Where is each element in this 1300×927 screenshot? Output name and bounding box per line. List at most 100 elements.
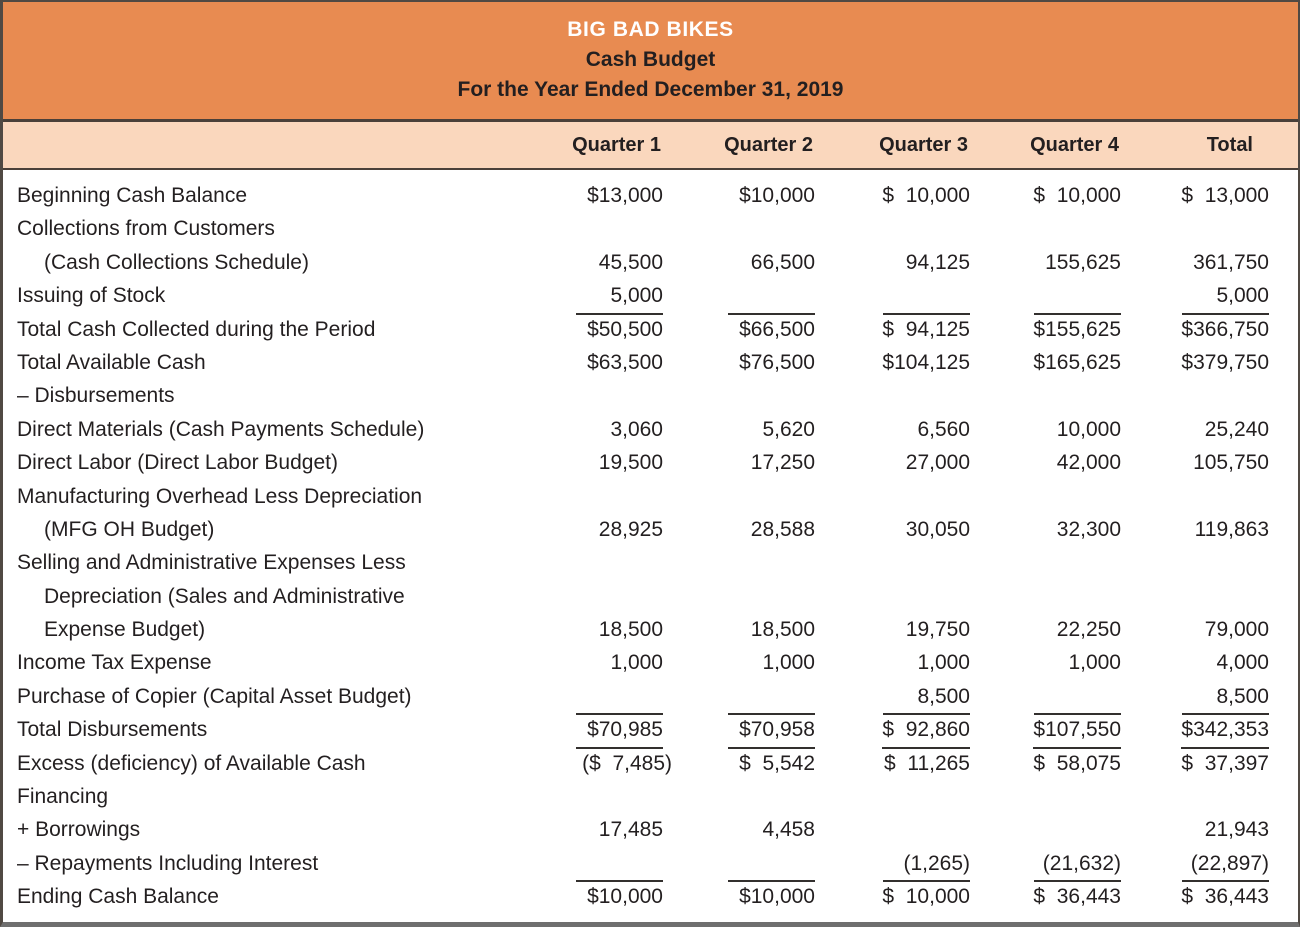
cell-quarter-4 <box>970 780 1121 813</box>
amount-quarter-3: $ 11,265 <box>883 751 970 775</box>
cell-quarter-1 <box>513 680 663 716</box>
amount-quarter-3: 8,500 <box>883 680 970 716</box>
cell-quarter-2: 1,000 <box>663 646 815 679</box>
cell-quarter-1: 3,060 <box>513 413 663 446</box>
amount-quarter-1: $70,985 <box>576 713 663 749</box>
amount-quarter-3 <box>883 379 970 412</box>
row-label: Expense Budget) <box>44 618 206 642</box>
cell-quarter-1: $50,500 <box>513 313 663 346</box>
cell-total: 105,750 <box>1121 446 1269 479</box>
amount-quarter-1: 3,060 <box>610 417 663 441</box>
cell-quarter-3: 27,000 <box>815 446 970 479</box>
cell-total <box>1121 212 1269 245</box>
amount-quarter-4 <box>1034 212 1121 245</box>
row-label: Total Disbursements <box>17 718 208 742</box>
row-label: Income Tax Expense <box>17 651 212 675</box>
table-row: Direct Labor (Direct Labor Budget) 19,50… <box>3 446 1298 479</box>
amount-total: 361,750 <box>1193 250 1269 274</box>
cell-quarter-1: 5,000 <box>513 279 663 315</box>
amount-quarter-3: (1,265) <box>883 847 970 883</box>
table-body: Beginning Cash Balance $13,000 $10,000 $… <box>3 170 1298 922</box>
amount-quarter-3 <box>883 580 970 613</box>
table-row: Beginning Cash Balance $13,000 $10,000 $… <box>3 179 1298 212</box>
report-title: Cash Budget <box>585 48 716 71</box>
amount-total <box>1182 212 1269 245</box>
cell-quarter-3 <box>815 580 970 613</box>
column-header-quarter-2: Quarter 2 <box>724 134 813 156</box>
cell-quarter-4 <box>970 546 1121 579</box>
table-row: Selling and Administrative Expenses Less <box>3 546 1298 579</box>
table-row: Manufacturing Overhead Less Depreciation <box>3 480 1298 513</box>
column-header-row: Quarter 1 Quarter 2 Quarter 3 Quarter 4 … <box>3 122 1298 170</box>
amount-quarter-2: $76,500 <box>739 350 815 374</box>
cell-quarter-4: 32,300 <box>970 513 1121 546</box>
table-row: Expense Budget) 18,500 18,500 19,750 22,… <box>3 613 1298 646</box>
cell-quarter-1: 18,500 <box>513 613 663 646</box>
amount-quarter-4 <box>1034 580 1121 613</box>
table-row: Issuing of Stock 5,000 5,000 <box>3 279 1298 315</box>
cell-quarter-4 <box>970 379 1121 412</box>
table-row: Depreciation (Sales and Administrative <box>3 580 1298 613</box>
amount-quarter-2: $70,958 <box>728 713 815 749</box>
cell-quarter-3: 94,125 <box>815 246 970 279</box>
amount-quarter-2: $ 5,542 <box>739 751 815 775</box>
amount-total: $379,750 <box>1181 350 1269 374</box>
cell-total <box>1121 480 1269 513</box>
cell-total: 4,000 <box>1121 646 1269 679</box>
cell-quarter-4 <box>970 279 1121 315</box>
cell-quarter-2: $70,958 <box>663 713 815 749</box>
amount-quarter-4: $ 10,000 <box>1033 184 1121 207</box>
amount-quarter-2: 5,620 <box>762 417 815 441</box>
amount-total: 25,240 <box>1204 417 1269 441</box>
amount-quarter-1: $63,500 <box>587 350 663 374</box>
cell-quarter-3: $ 10,000 <box>815 179 970 212</box>
cell-total: $ 37,397 <box>1121 747 1269 780</box>
cell-quarter-4: $107,550 <box>970 713 1121 749</box>
table-row: – Disbursements <box>3 379 1298 412</box>
cell-total: $379,750 <box>1121 346 1269 379</box>
cell-total <box>1121 780 1269 813</box>
amount-quarter-2: 1,000 <box>762 651 815 675</box>
cell-total <box>1121 580 1269 613</box>
amount-quarter-2: $10,000 <box>739 184 815 207</box>
row-label: Issuing of Stock <box>17 284 166 308</box>
row-label: Depreciation (Sales and Administrative <box>44 584 405 608</box>
cell-quarter-2 <box>663 847 815 883</box>
amount-total: $342,353 <box>1181 713 1269 749</box>
amount-quarter-4: $ 58,075 <box>1033 751 1121 775</box>
amount-quarter-4: $ 36,443 <box>1033 885 1121 909</box>
amount-total <box>1182 379 1269 412</box>
table-row: Ending Cash Balance $10,000 $10,000 $ 10… <box>3 880 1298 913</box>
amount-total: 5,000 <box>1182 279 1269 315</box>
cell-total: 79,000 <box>1121 613 1269 646</box>
amount-total: 119,863 <box>1194 517 1269 541</box>
cell-quarter-4 <box>970 680 1121 716</box>
table-row: Collections from Customers <box>3 212 1298 245</box>
cell-quarter-3: 30,050 <box>815 513 970 546</box>
amount-quarter-1 <box>576 780 663 813</box>
cell-quarter-3: 19,750 <box>815 613 970 646</box>
cell-quarter-1 <box>513 480 663 513</box>
cell-quarter-4: 10,000 <box>970 413 1121 446</box>
amount-total: 8,500 <box>1182 680 1269 716</box>
cell-quarter-1 <box>513 546 663 579</box>
cell-quarter-1: 28,925 <box>513 513 663 546</box>
cell-total: 21,943 <box>1121 813 1269 846</box>
cell-total: $ 36,443 <box>1121 880 1269 913</box>
amount-quarter-2 <box>728 279 815 315</box>
amount-quarter-2 <box>728 546 815 579</box>
amount-quarter-1: 1,000 <box>610 651 663 675</box>
cell-quarter-4: $165,625 <box>970 346 1121 379</box>
amount-quarter-4: 1,000 <box>1068 651 1121 675</box>
amount-quarter-1: $10,000 <box>587 885 663 909</box>
amount-quarter-1: 19,500 <box>598 451 663 475</box>
amount-quarter-4: $107,550 <box>1033 713 1121 749</box>
cell-quarter-3 <box>815 212 970 245</box>
cell-quarter-1 <box>513 379 663 412</box>
amount-quarter-1: $50,500 <box>587 317 663 341</box>
table-row: Total Available Cash $63,500 $76,500 $10… <box>3 346 1298 379</box>
amount-quarter-4 <box>1034 680 1121 716</box>
table-row: Financing <box>3 780 1298 813</box>
cell-quarter-1: 19,500 <box>513 446 663 479</box>
amount-quarter-1 <box>576 480 663 513</box>
